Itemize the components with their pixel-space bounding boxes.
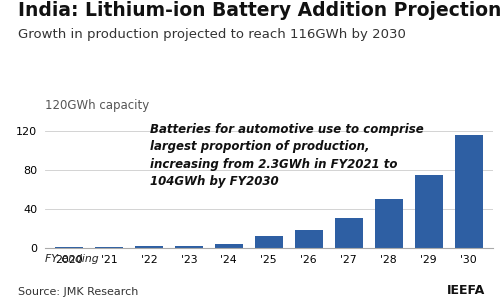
Bar	[175, 246, 203, 248]
Text: FY ending: FY ending	[45, 254, 98, 263]
Text: Source: JMK Research: Source: JMK Research	[18, 287, 138, 297]
Text: India: Lithium-ion Battery Addition Projections: India: Lithium-ion Battery Addition Proj…	[18, 1, 500, 20]
Text: IEEFA: IEEFA	[447, 284, 485, 297]
Bar	[454, 135, 482, 248]
Text: Growth in production projected to reach 116GWh by 2030: Growth in production projected to reach …	[18, 28, 406, 40]
Bar	[374, 199, 402, 248]
Bar	[294, 230, 322, 247]
Bar	[95, 247, 123, 248]
Bar	[135, 246, 163, 247]
Text: Batteries for automotive use to comprise
largest proportion of production,
incre: Batteries for automotive use to comprise…	[150, 123, 424, 188]
Bar	[255, 236, 282, 248]
Bar	[414, 175, 442, 247]
Text: 120GWh capacity: 120GWh capacity	[45, 100, 149, 112]
Bar	[215, 244, 243, 248]
Bar	[334, 218, 362, 248]
